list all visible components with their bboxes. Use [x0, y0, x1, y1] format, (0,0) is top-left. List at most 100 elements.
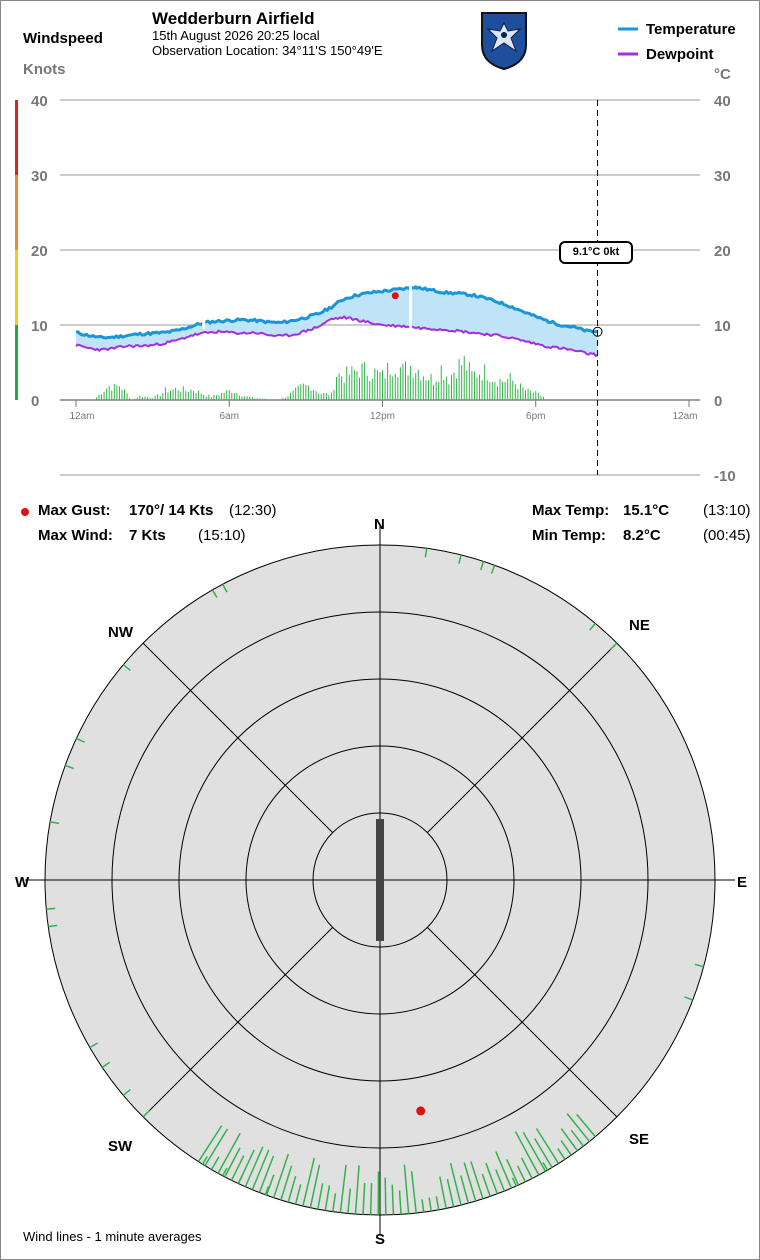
wind-average-line — [347, 1188, 352, 1214]
dewpoint-line — [75, 315, 599, 357]
wind-direction-tick — [424, 548, 428, 558]
wind-average-line — [354, 1165, 360, 1215]
wind-direction-tick — [201, 1156, 208, 1165]
compass-se: SE — [629, 1131, 650, 1148]
compass-n: N — [374, 516, 385, 533]
right-axis-tick: 0 — [714, 393, 722, 410]
club-logo — [481, 12, 527, 71]
wind-direction-tick — [122, 664, 131, 672]
wind-average-line — [495, 1169, 506, 1192]
station-title: Wedderburn Airfield — [152, 9, 315, 28]
wind-average-line — [317, 1183, 324, 1210]
wind-average-line — [506, 1158, 520, 1186]
windspeed-axis-title: Windspeed — [23, 30, 103, 47]
wind-direction-tick — [122, 1088, 131, 1096]
wind-average-line — [339, 1164, 347, 1213]
x-axis-tick-label: 12am — [69, 411, 94, 422]
legend-temperature-label: Temperature — [646, 21, 736, 38]
right-axis-tick: 40 — [714, 93, 731, 110]
wind-average-line — [446, 1178, 455, 1207]
wind-direction-tick — [46, 907, 56, 910]
compass-e: E — [737, 874, 748, 891]
wind-average-line — [439, 1176, 447, 1209]
wind-average-line — [272, 1153, 290, 1198]
wind-scale-segment — [15, 325, 18, 400]
left-axis-tick: 10 — [31, 318, 48, 335]
wind-average-line — [560, 1140, 572, 1156]
wind-average-line — [566, 1113, 591, 1142]
wind-average-line — [362, 1182, 366, 1215]
wind-average-line — [224, 1147, 241, 1178]
wind-average-line — [294, 1184, 302, 1205]
wind-direction-tick — [458, 554, 462, 564]
data-gap-marker — [202, 283, 206, 329]
wind-average-line — [251, 1149, 270, 1191]
observation-location: Observation Location: 34°11'S 150°49'E — [152, 43, 383, 58]
wind-direction-tick — [89, 1042, 99, 1049]
wind-average-line — [324, 1185, 331, 1211]
wind-direction-tick — [101, 1061, 111, 1068]
wind-direction-tick — [609, 642, 618, 651]
wind-average-line — [560, 1128, 578, 1152]
current-wind-bar — [376, 819, 384, 941]
wind-direction-tick — [684, 996, 694, 1001]
wind-direction-tick — [588, 622, 596, 631]
wind-average-line — [534, 1138, 553, 1168]
footnote: Wind lines - 1 minute averages — [23, 1229, 202, 1244]
left-axis-tick: 30 — [31, 168, 48, 185]
compass-ne: NE — [629, 617, 650, 634]
celsius-unit-label: °C — [714, 66, 731, 83]
wind-average-line — [535, 1127, 560, 1164]
wind-average-line — [302, 1157, 315, 1207]
wind-direction-tick — [76, 737, 85, 743]
wind-average-line — [449, 1162, 462, 1206]
wind-average-line — [398, 1190, 402, 1215]
wind-average-line — [516, 1165, 526, 1183]
wind-direction-tick — [211, 589, 218, 599]
wind-average-line — [421, 1199, 425, 1213]
wind-average-line — [435, 1196, 440, 1210]
polar-diagonal — [427, 642, 618, 833]
max-wind-value: 7 Kts — [129, 527, 166, 544]
legend-dewpoint-label: Dewpoint — [646, 46, 714, 63]
polar-diagonal — [427, 927, 618, 1118]
max-wind-label: Max Wind: — [38, 527, 113, 544]
wind-direction-tick — [142, 1109, 151, 1118]
wind-average-line — [210, 1156, 220, 1170]
right-axis-tick: 30 — [714, 168, 731, 185]
max-gust-point — [391, 292, 399, 300]
wind-average-line — [287, 1175, 297, 1203]
wind-average-line — [557, 1148, 566, 1160]
wind-direction-tick — [542, 1161, 549, 1171]
temperature-line — [75, 285, 598, 340]
polar-diagonal — [142, 927, 333, 1118]
wind-average-line — [258, 1155, 275, 1193]
wind-average-line — [514, 1131, 540, 1176]
wind-direction-tick — [222, 1167, 228, 1177]
wind-average-line — [470, 1161, 484, 1200]
wind-scale-segment — [15, 250, 18, 325]
min-temp-time: (00:45) — [703, 527, 751, 544]
right-axis-tick: -10 — [714, 468, 736, 485]
wind-direction-tick — [694, 963, 704, 968]
wind-direction-tick — [264, 1186, 270, 1196]
wind-direction-tick — [480, 561, 485, 571]
x-axis-tick-label: 6am — [220, 411, 239, 422]
wind-direction-tick — [490, 564, 496, 574]
x-axis-tick-label: 6pm — [526, 411, 545, 422]
wind-average-line — [244, 1146, 264, 1188]
wind-average-line — [463, 1162, 477, 1202]
left-axis-tick: 0 — [31, 393, 39, 410]
right-axis-tick: 20 — [714, 243, 731, 260]
wind-average-line — [576, 1113, 596, 1138]
wind-direction-tick — [49, 821, 60, 825]
compass-sw: SW — [108, 1138, 133, 1155]
wind-direction-tick — [48, 924, 58, 928]
wind-average-line — [204, 1128, 229, 1167]
wind-average-line — [309, 1164, 321, 1208]
legend-swatches — [618, 27, 638, 56]
right-axis-tick: 10 — [714, 318, 731, 335]
wind-average-line — [570, 1129, 585, 1147]
x-axis-tick-label: 12pm — [370, 411, 395, 422]
